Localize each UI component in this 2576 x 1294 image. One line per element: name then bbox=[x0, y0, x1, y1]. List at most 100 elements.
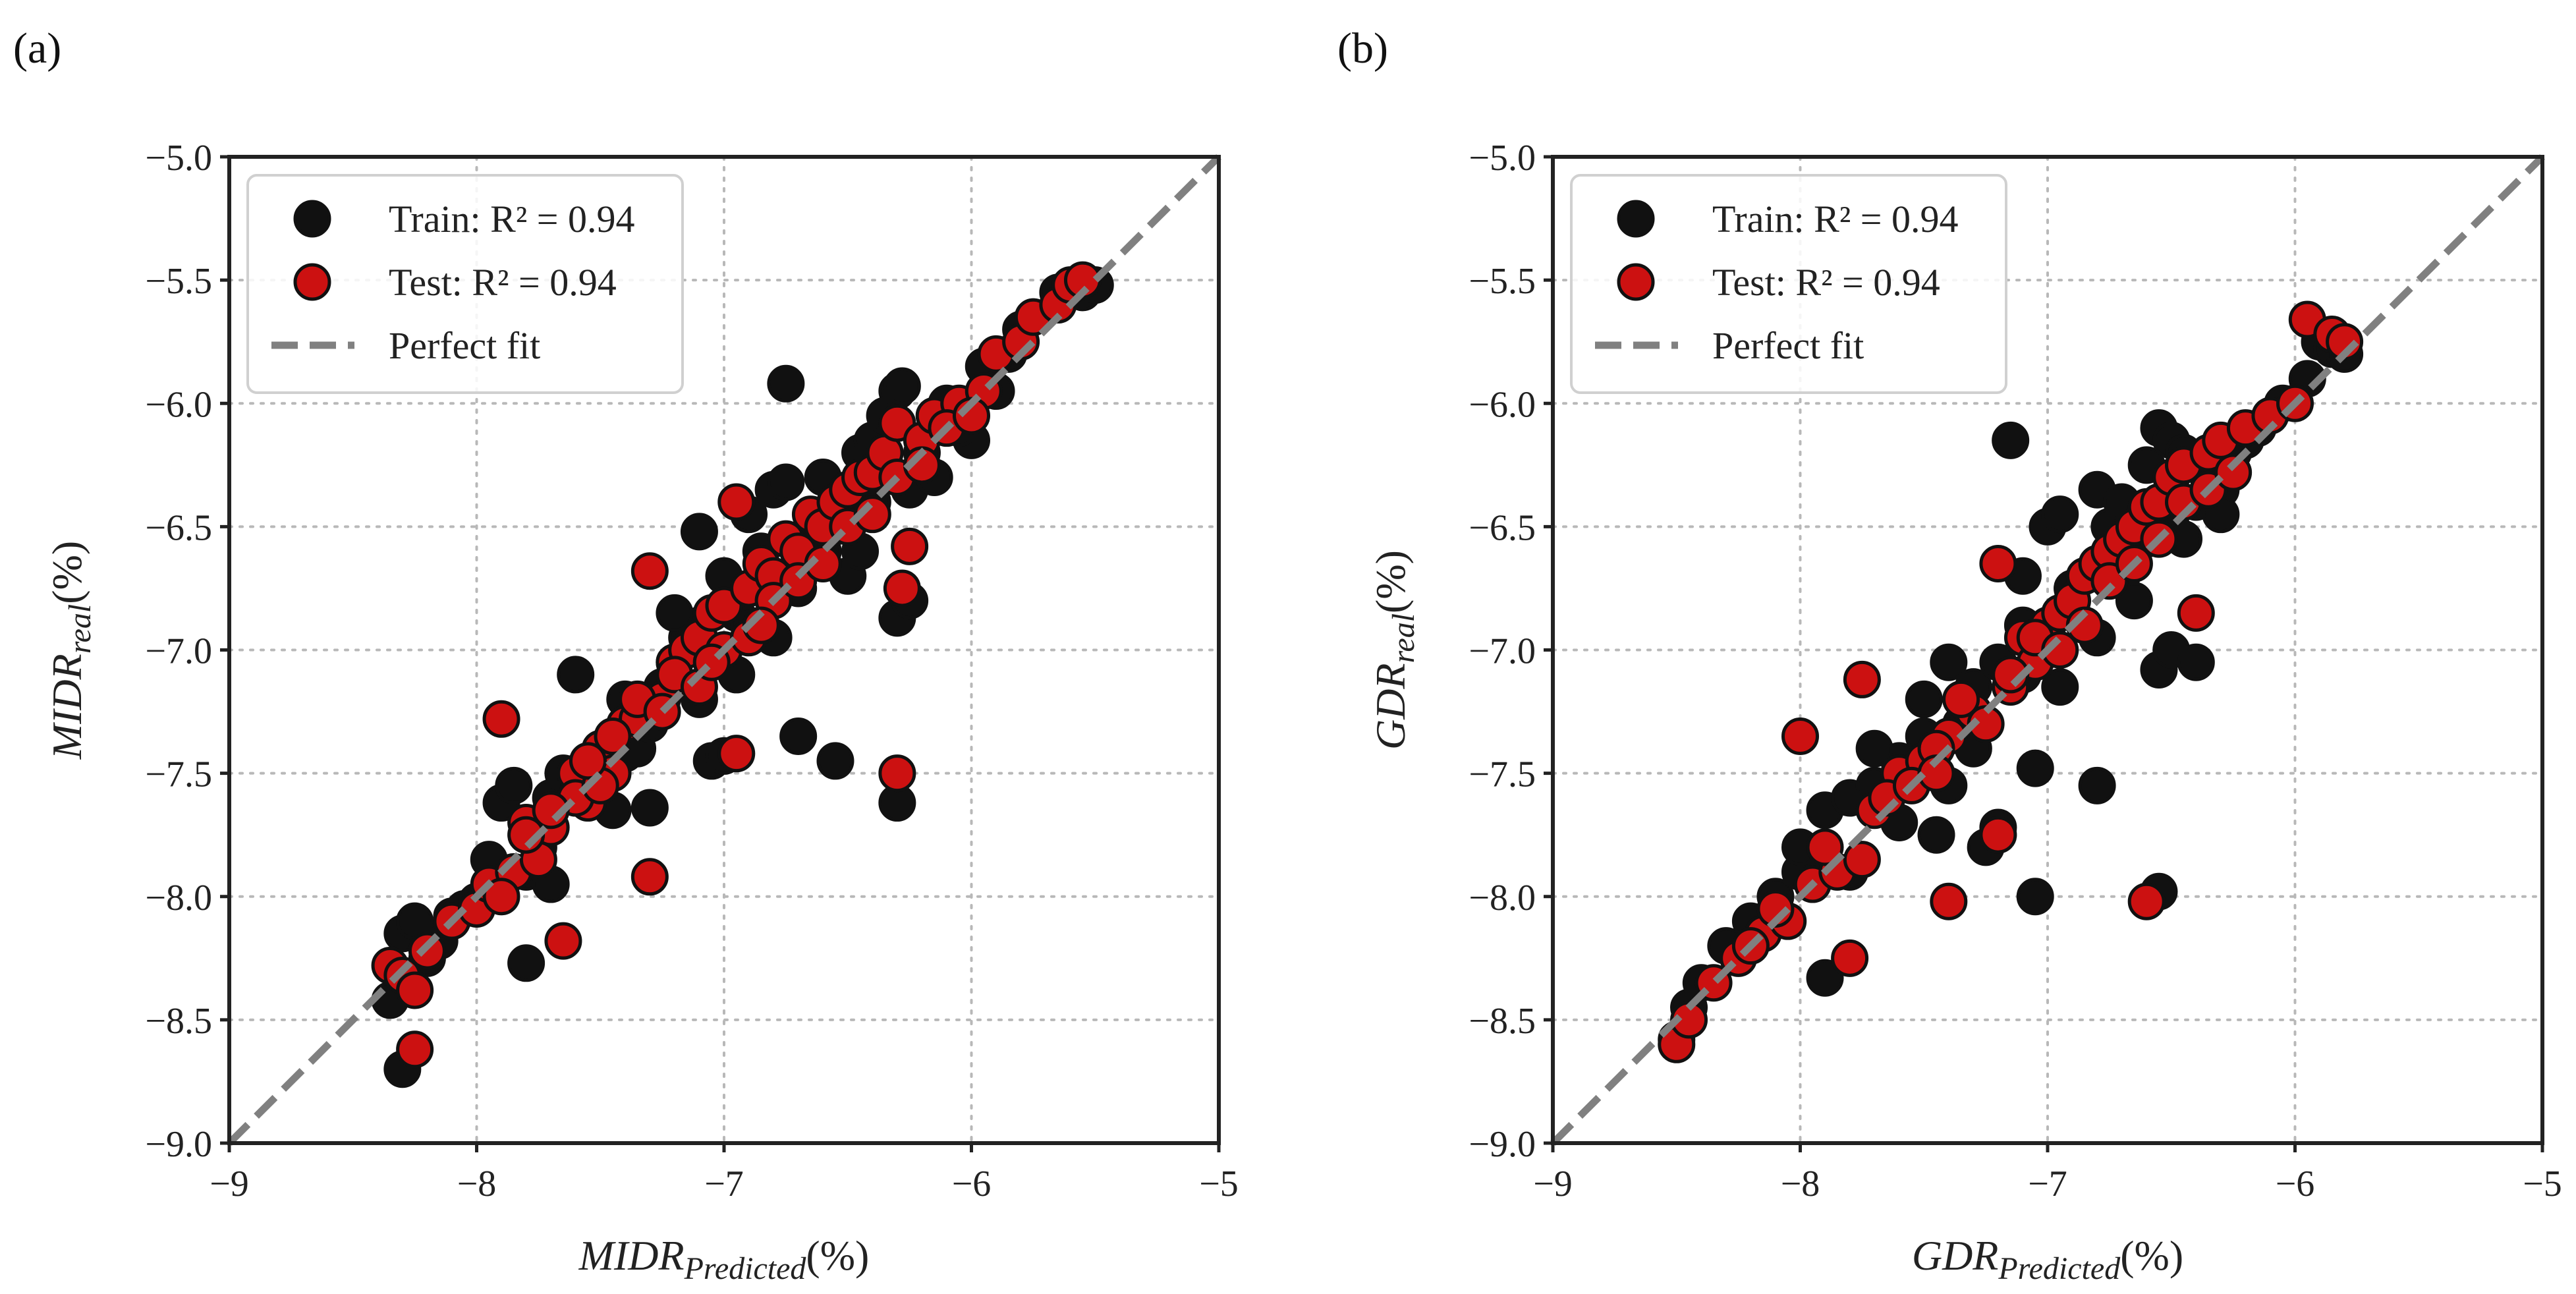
x-tick-label: −6 bbox=[2276, 1164, 2315, 1204]
legend-label-2: Perfect fit bbox=[1712, 324, 1864, 367]
train-point bbox=[1806, 959, 1844, 997]
y-axis-title: MIDRreal(%) bbox=[43, 541, 98, 760]
y-tick-label: −5.5 bbox=[1469, 261, 1536, 302]
y-tick-label: −8.5 bbox=[145, 1001, 212, 1042]
y-tick-label: −6.5 bbox=[145, 507, 212, 548]
test-point bbox=[1930, 882, 1968, 920]
test-point bbox=[717, 483, 756, 521]
legend-box bbox=[1570, 174, 2007, 394]
legend-box bbox=[246, 174, 684, 394]
legend-label-0: Train: R² = 0.94 bbox=[389, 198, 634, 240]
x-axis-title-base: GDR bbox=[1912, 1232, 1999, 1279]
test-point bbox=[482, 878, 520, 916]
y-tick-label: −5.0 bbox=[1469, 138, 1536, 179]
test-point bbox=[2177, 594, 2215, 632]
y-axis-title-unit: (%) bbox=[43, 541, 90, 604]
y-axis-title-unit: (%) bbox=[1367, 550, 1414, 613]
train-point bbox=[2115, 582, 2153, 620]
test-point bbox=[2127, 882, 2166, 920]
legend-marker-0 bbox=[293, 200, 331, 238]
legend-label-1: Test: R² = 0.94 bbox=[389, 261, 617, 304]
y-tick-label: −8.5 bbox=[1469, 1001, 1536, 1042]
y-tick-label: −6.0 bbox=[145, 384, 212, 425]
test-point bbox=[544, 922, 582, 960]
train-point bbox=[680, 513, 718, 551]
test-point bbox=[396, 1030, 434, 1069]
x-axis-title: MIDRPredicted(%) bbox=[578, 1232, 870, 1286]
y-tick-label: −5.5 bbox=[145, 261, 212, 302]
x-tick-label: −5 bbox=[2523, 1164, 2562, 1204]
panel-label: (b) bbox=[1337, 24, 1388, 72]
test-point bbox=[1979, 545, 2017, 583]
y-tick-label: −8.0 bbox=[145, 878, 212, 918]
panel-a: (a) −9 −8 −7 −6 −5 −9.0 −8.5 −8.0 −7.5 −7.0 −6.5 −6.… bbox=[13, 24, 1239, 1286]
perfect-fit-line bbox=[227, 154, 1221, 1146]
legend-marker-1 bbox=[293, 263, 331, 301]
test-point bbox=[878, 754, 916, 793]
x-tick-label: −5 bbox=[1199, 1164, 1239, 1204]
train-point bbox=[1930, 643, 1968, 681]
test-point bbox=[569, 742, 607, 780]
test-point bbox=[717, 735, 756, 773]
legend-label-1: Test: R² = 0.94 bbox=[1712, 261, 1940, 304]
x-tick-label: −8 bbox=[457, 1164, 497, 1204]
x-axis-title-sub: Predicted bbox=[684, 1251, 807, 1286]
train-point bbox=[495, 766, 533, 804]
y-tick-label: −7.0 bbox=[145, 631, 212, 672]
y-tick-label: −9.0 bbox=[145, 1124, 212, 1165]
legend-label-2: Perfect fit bbox=[389, 324, 540, 367]
train-point bbox=[2016, 749, 2054, 787]
train-point bbox=[779, 717, 818, 755]
train-point bbox=[557, 656, 595, 694]
train-point bbox=[816, 742, 854, 780]
x-tick-label: −7 bbox=[704, 1164, 744, 1204]
x-tick-label: −9 bbox=[1533, 1164, 1573, 1204]
test-point bbox=[1942, 680, 1980, 718]
train-point bbox=[767, 463, 805, 501]
train-point bbox=[507, 944, 546, 982]
y-tick-label: −7.5 bbox=[1469, 754, 1536, 795]
test-point bbox=[1781, 717, 1819, 755]
y-axis-title-sub: real bbox=[1386, 613, 1421, 663]
train-point bbox=[2016, 878, 2054, 916]
legend: Train: R² = 0.94 Test: R² = 0.94 Perfect f… bbox=[246, 174, 684, 394]
x-tick-label: −6 bbox=[952, 1164, 992, 1204]
train-point bbox=[1855, 729, 1893, 768]
test-point bbox=[630, 552, 669, 590]
train-point bbox=[656, 594, 694, 632]
x-axis-title-base: MIDR bbox=[578, 1232, 685, 1279]
x-axis-title: GDRPredicted(%) bbox=[1912, 1232, 2183, 1286]
x-tick-label: −7 bbox=[2028, 1164, 2067, 1204]
y-tick-label: −9.0 bbox=[1469, 1124, 1536, 1165]
train-point bbox=[1905, 680, 1943, 718]
train-point bbox=[1917, 816, 1955, 854]
test-point bbox=[396, 971, 434, 1009]
test-point bbox=[1843, 660, 1881, 698]
y-tick-label: −7.0 bbox=[1469, 631, 1536, 672]
y-axis-title-base: GDR bbox=[1367, 663, 1414, 750]
test-point bbox=[2214, 453, 2253, 492]
train-point bbox=[2041, 668, 2079, 706]
train-point bbox=[1992, 421, 2030, 459]
legend-label-0: Train: R² = 0.94 bbox=[1712, 198, 1958, 240]
y-tick-label: −7.5 bbox=[145, 754, 212, 795]
test-point bbox=[891, 527, 929, 565]
y-axis-title-sub: real bbox=[63, 604, 98, 654]
x-axis-title-unit: (%) bbox=[806, 1232, 869, 1279]
train-point bbox=[2177, 643, 2215, 681]
y-tick-label: −8.0 bbox=[1469, 878, 1536, 918]
x-tick-label: −9 bbox=[210, 1164, 249, 1204]
test-point bbox=[1831, 939, 1869, 977]
x-tick-label: −8 bbox=[1781, 1164, 1820, 1204]
perfect-fit-line bbox=[1550, 154, 2545, 1146]
train-point bbox=[767, 364, 805, 403]
panel-b: (b) −9 −8 −7 −6 −5 −9.0 −8.5 −8.0 −7.5 −7.0 −6.5 −6.… bbox=[1337, 24, 2562, 1286]
train-point bbox=[2041, 495, 2079, 534]
y-axis-title-base: MIDR bbox=[43, 654, 90, 760]
legend-marker-1 bbox=[1617, 263, 1655, 301]
test-point bbox=[594, 717, 632, 755]
test-point bbox=[1979, 816, 2017, 854]
train-point bbox=[883, 367, 921, 405]
test-point bbox=[1843, 841, 1881, 879]
